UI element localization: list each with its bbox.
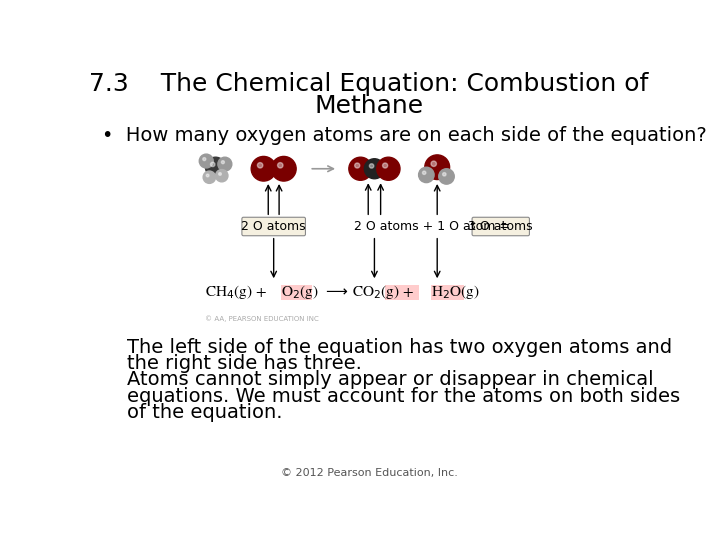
Text: the right side has three.: the right side has three. bbox=[127, 354, 362, 373]
Circle shape bbox=[355, 163, 360, 168]
Circle shape bbox=[349, 157, 372, 180]
Text: O$_2$(g): O$_2$(g) bbox=[282, 283, 319, 301]
FancyBboxPatch shape bbox=[242, 217, 305, 236]
Circle shape bbox=[206, 174, 209, 177]
Text: •  How many oxygen atoms are on each side of the equation?: • How many oxygen atoms are on each side… bbox=[102, 126, 706, 145]
Circle shape bbox=[364, 159, 384, 179]
Circle shape bbox=[258, 163, 263, 168]
Text: Atoms cannot simply appear or disappear in chemical: Atoms cannot simply appear or disappear … bbox=[127, 370, 654, 389]
Circle shape bbox=[203, 158, 206, 160]
FancyBboxPatch shape bbox=[472, 217, 529, 236]
Circle shape bbox=[425, 155, 449, 179]
Text: of the equation.: of the equation. bbox=[127, 403, 283, 422]
Circle shape bbox=[199, 154, 213, 168]
Text: 3 O atoms: 3 O atoms bbox=[469, 220, 533, 233]
Text: 2 O atoms + 1 O atom =: 2 O atoms + 1 O atom = bbox=[354, 220, 510, 233]
Text: © 2012 Pearson Education, Inc.: © 2012 Pearson Education, Inc. bbox=[281, 468, 457, 478]
Circle shape bbox=[369, 164, 374, 168]
Circle shape bbox=[210, 162, 215, 167]
Circle shape bbox=[277, 163, 283, 168]
Circle shape bbox=[203, 171, 215, 184]
Text: © AA, PEARSON EDUCATION INC: © AA, PEARSON EDUCATION INC bbox=[204, 315, 318, 322]
Circle shape bbox=[219, 173, 221, 176]
Circle shape bbox=[251, 157, 276, 181]
Circle shape bbox=[423, 171, 426, 174]
Circle shape bbox=[205, 157, 225, 177]
Circle shape bbox=[418, 167, 434, 183]
Text: CH$_4$(g) +: CH$_4$(g) + bbox=[204, 283, 267, 301]
FancyBboxPatch shape bbox=[384, 285, 418, 300]
Circle shape bbox=[431, 161, 436, 166]
Circle shape bbox=[218, 157, 232, 171]
Circle shape bbox=[438, 168, 454, 184]
Circle shape bbox=[382, 163, 387, 168]
Text: 7.3    The Chemical Equation: Combustion of: 7.3 The Chemical Equation: Combustion of bbox=[89, 72, 649, 97]
Text: $\longrightarrow$: $\longrightarrow$ bbox=[315, 285, 356, 299]
Circle shape bbox=[221, 161, 225, 164]
Text: 2 O atoms: 2 O atoms bbox=[241, 220, 306, 233]
Text: H$_2$O(g): H$_2$O(g) bbox=[431, 283, 480, 301]
FancyBboxPatch shape bbox=[431, 285, 464, 300]
Circle shape bbox=[443, 173, 446, 176]
Text: Methane: Methane bbox=[315, 94, 423, 118]
Text: The left side of the equation has two oxygen atoms and: The left side of the equation has two ox… bbox=[127, 338, 672, 357]
FancyBboxPatch shape bbox=[282, 285, 312, 300]
Text: equations. We must account for the atoms on both sides: equations. We must account for the atoms… bbox=[127, 387, 680, 406]
Text: CO$_2$(g) +: CO$_2$(g) + bbox=[352, 283, 415, 301]
Circle shape bbox=[215, 170, 228, 182]
Circle shape bbox=[271, 157, 296, 181]
Circle shape bbox=[377, 157, 400, 180]
